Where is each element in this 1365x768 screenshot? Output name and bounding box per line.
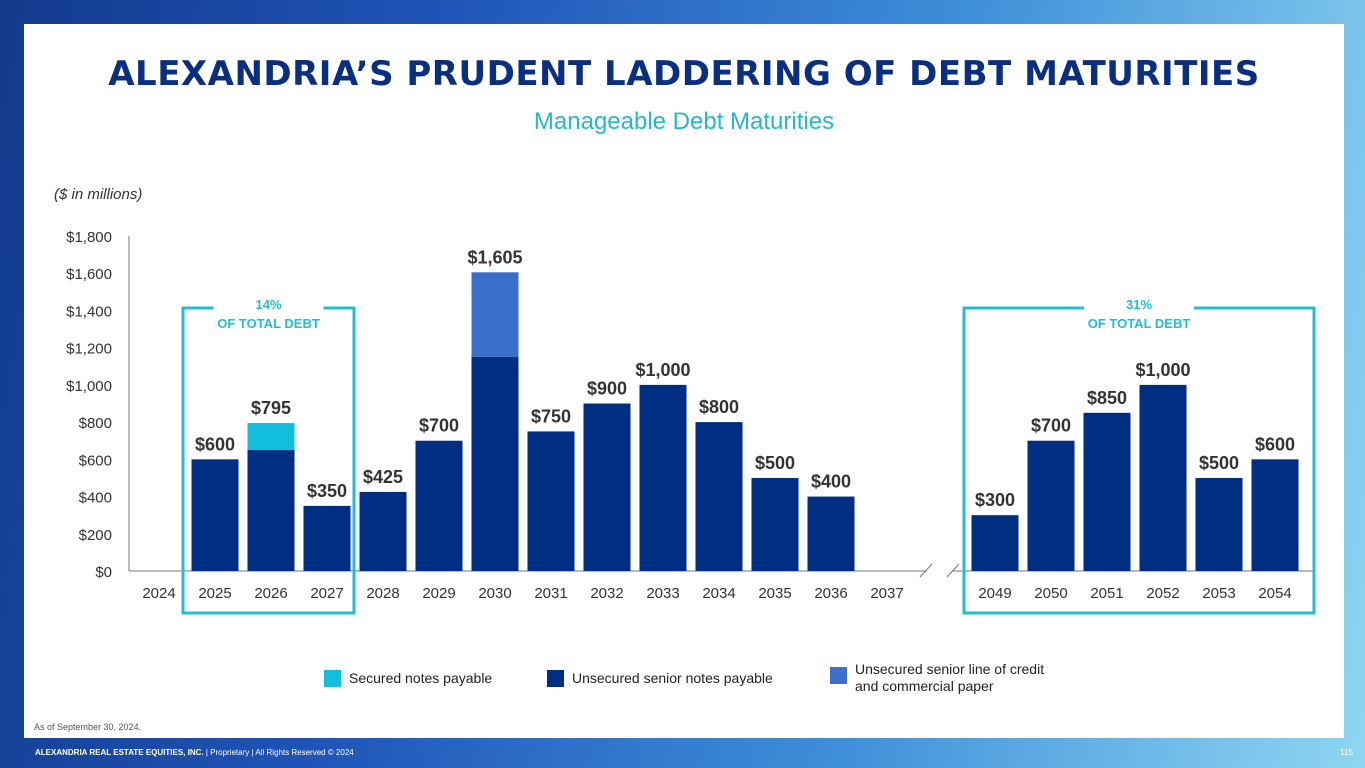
bar-total-label: $600 — [195, 434, 235, 454]
x-tick-label: 2054 — [1258, 585, 1291, 602]
y-tick-label: $1,000 — [66, 378, 112, 395]
y-tick-label: $1,600 — [66, 266, 112, 283]
x-tick-label: 2033 — [646, 585, 679, 602]
bar-unsecured_notes — [695, 422, 743, 571]
x-tick-label: 2029 — [422, 585, 455, 602]
legend-label-secured: Secured notes payable — [349, 670, 493, 686]
x-tick-label: 2027 — [310, 585, 343, 602]
bar-unsecured_notes — [639, 384, 687, 571]
bracket-caption: OF TOTAL DEBT — [1088, 316, 1191, 331]
bar-total-label: $1,000 — [635, 360, 690, 380]
bar-unsecured_notes — [471, 356, 519, 571]
x-tick-label: 2053 — [1202, 585, 1235, 602]
bar-unsecured_notes — [359, 491, 407, 571]
bar-total-label: $425 — [363, 467, 403, 487]
x-tick-label: 2025 — [198, 585, 231, 602]
bar-secured — [247, 423, 295, 451]
legend-item-unsecured-notes: Unsecured senior notes payable — [547, 670, 773, 687]
footer-rights: | Proprietary | All Rights Reserved © 20… — [203, 748, 354, 757]
bar-total-label: $1,000 — [1135, 360, 1190, 380]
units-note: ($ in millions) — [54, 186, 143, 203]
bar-unsecured_notes — [1195, 477, 1243, 571]
bar-total-label: $300 — [975, 490, 1015, 510]
legend-label-unsecured-notes: Unsecured senior notes payable — [572, 670, 773, 686]
bracket-near-term — [181, 306, 356, 615]
axis-break-mark — [946, 563, 960, 578]
bar-total-label: $800 — [699, 397, 739, 417]
bar-total-label: $900 — [587, 379, 627, 399]
x-tick-label: 2037 — [870, 585, 903, 602]
y-tick-label: $1,800 — [66, 229, 112, 246]
x-tick-label: 2034 — [702, 585, 735, 602]
x-tick-label: 2049 — [978, 585, 1011, 602]
bar-total-label: $400 — [811, 472, 851, 492]
legend-label-line-of-credit: Unsecured senior line of credit and comm… — [855, 661, 1045, 694]
legend-swatch-line-of-credit — [830, 667, 847, 684]
bracket-caption: OF TOTAL DEBT — [217, 316, 320, 331]
x-tick-label: 2032 — [590, 585, 623, 602]
y-tick-label: $0 — [95, 564, 112, 581]
bar-unsecured_notes — [807, 496, 855, 571]
y-tick-label: $1,400 — [66, 303, 112, 320]
bar-unsecured_notes — [1027, 440, 1075, 571]
chart-legend: Secured notes payable Unsecured senior n… — [324, 661, 1084, 704]
x-tick-label: 2024 — [142, 585, 175, 602]
bar-unsecured_notes — [527, 431, 575, 571]
as-of-note: As of September 30, 2024. — [34, 722, 142, 732]
slide-panel: ALEXANDRIA’S PRUDENT LADDERING OF DEBT M… — [24, 24, 1344, 738]
footer-company: ALEXANDRIA REAL ESTATE EQUITIES, INC. — [35, 748, 204, 757]
x-tick-label: 2028 — [366, 585, 399, 602]
bar-total-label: $1,605 — [467, 247, 522, 267]
bar-total-label: $500 — [1199, 453, 1239, 473]
y-tick-label: $1,200 — [66, 341, 112, 358]
bracket-percent: 14% — [255, 297, 281, 312]
debt-maturities-chart: $0 $200 $400 $600 $800 $1,000 $1,200 $1,400 $1,6… — [66, 229, 1316, 615]
bracket-percent: 31% — [1126, 297, 1152, 312]
y-tick-label: $600 — [79, 452, 112, 469]
legend-item-secured: Secured notes payable — [324, 670, 492, 687]
bar-total-label: $795 — [251, 398, 291, 418]
axis-break-mark — [919, 563, 933, 578]
legend-item-line-of-credit: Unsecured senior line of credit and comm… — [830, 661, 1070, 695]
bar-unsecured_notes — [971, 515, 1019, 571]
x-tick-label: 2031 — [534, 585, 567, 602]
x-tick-label: 2052 — [1146, 585, 1179, 602]
footer: ALEXANDRIA REAL ESTATE EQUITIES, INC. | … — [35, 748, 354, 757]
bar-unsecured_notes — [1251, 459, 1299, 571]
bar-total-label: $500 — [755, 453, 795, 473]
bar-unsecured_notes — [303, 505, 351, 571]
legend-swatch-unsecured-notes — [547, 670, 564, 687]
bar-unsecured_notes — [583, 403, 631, 571]
bar-total-label: $850 — [1087, 388, 1127, 408]
page-number: 115 — [1340, 748, 1353, 757]
y-tick-label: $800 — [79, 415, 112, 432]
bar-total-label: $350 — [307, 481, 347, 501]
bar-total-label: $750 — [531, 406, 571, 426]
y-tick-label: $400 — [79, 490, 112, 507]
x-tick-label: 2036 — [814, 585, 847, 602]
bar-unsecured_notes — [1083, 412, 1131, 571]
bar-total-label: $700 — [419, 416, 459, 436]
x-tick-label: 2050 — [1034, 585, 1067, 602]
x-tick-label: 2030 — [478, 585, 511, 602]
bracket-long-term — [962, 306, 1316, 615]
bar-line_of_credit — [471, 272, 519, 357]
page-title: ALEXANDRIA’S PRUDENT LADDERING OF DEBT M… — [108, 54, 1260, 94]
x-tick-label: 2051 — [1090, 585, 1123, 602]
y-tick-label: $200 — [79, 527, 112, 544]
bar-total-label: $600 — [1255, 434, 1295, 454]
x-tick-label: 2035 — [758, 585, 791, 602]
bar-total-label: $700 — [1031, 416, 1071, 436]
bar-unsecured_notes — [247, 450, 295, 571]
bar-unsecured_notes — [1139, 384, 1187, 571]
page-subtitle: Manageable Debt Maturities — [533, 108, 835, 135]
bar-unsecured_notes — [191, 459, 239, 571]
legend-swatch-secured — [324, 670, 341, 687]
x-tick-label: 2026 — [254, 585, 287, 602]
bar-unsecured_notes — [751, 477, 799, 571]
bar-unsecured_notes — [415, 440, 463, 571]
